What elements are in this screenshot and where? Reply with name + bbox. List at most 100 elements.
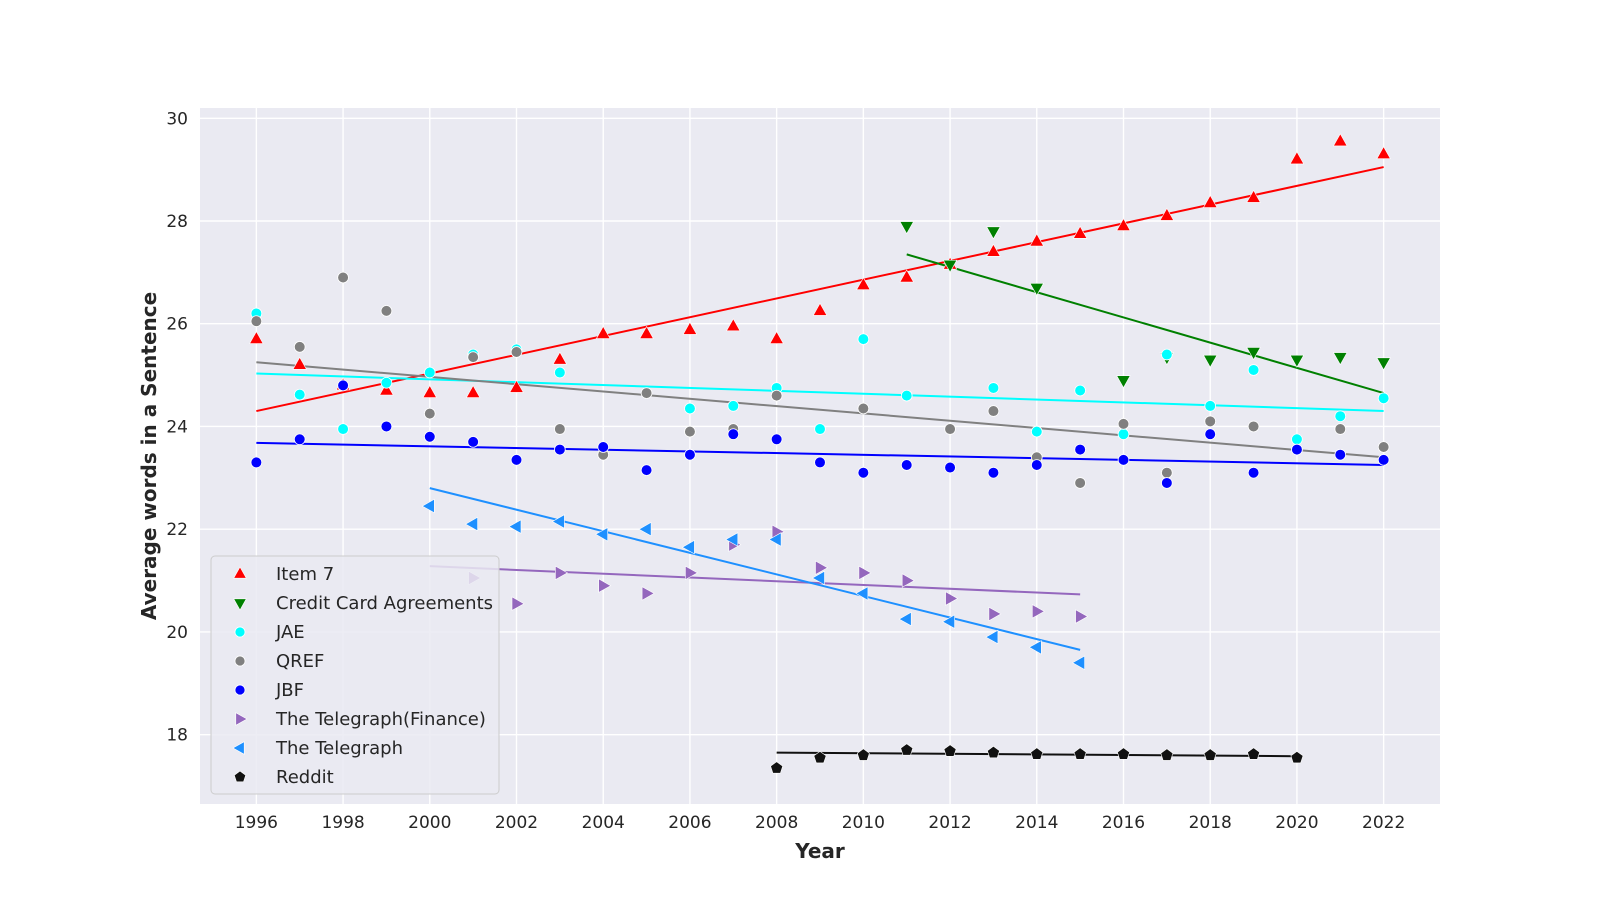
data-point [898, 611, 912, 627]
x-tick-label: 2004 [582, 813, 625, 833]
legend: Item 7 Credit Card Agreements JAE QREF JBF Th… [210, 555, 500, 795]
trend-line [906, 253, 1384, 395]
data-point [768, 532, 782, 547]
data-point [640, 387, 653, 399]
data-point [1029, 282, 1045, 296]
data-point [899, 269, 915, 283]
data-point [814, 456, 826, 469]
data-point [941, 614, 955, 629]
data-point [595, 527, 609, 542]
data-point [899, 221, 915, 235]
data-point [250, 315, 263, 327]
x-tick-label: 2012 [928, 813, 971, 833]
data-point [597, 441, 610, 453]
data-point [811, 570, 825, 586]
data-point [1116, 217, 1131, 231]
data-point [769, 330, 784, 344]
data-points [249, 133, 1391, 774]
data-point [1376, 357, 1391, 371]
data-point [857, 466, 870, 479]
data-point [682, 321, 698, 335]
x-tick-label: 2010 [842, 813, 885, 833]
data-point [684, 402, 696, 415]
data-point [1376, 146, 1391, 159]
data-point [1202, 354, 1218, 368]
legend-label: The Telegraph [275, 738, 403, 759]
trend-line [256, 372, 1384, 413]
data-point [293, 341, 306, 353]
data-point [1160, 748, 1174, 761]
legend-marker [233, 598, 247, 611]
data-point [337, 379, 349, 392]
data-point [1247, 466, 1260, 479]
data-point [464, 516, 478, 532]
trend-line [429, 487, 1081, 651]
data-point [945, 591, 959, 606]
data-point [855, 586, 869, 601]
data-point [1073, 747, 1087, 760]
data-point [900, 389, 913, 402]
data-point [555, 565, 569, 581]
data-point [1071, 655, 1085, 671]
data-point [727, 428, 740, 440]
legend-label: JBF [275, 680, 304, 701]
legend-marker [235, 712, 248, 726]
x-tick-label: 2020 [1275, 813, 1318, 833]
data-point [856, 277, 871, 291]
data-point [1247, 747, 1260, 760]
x-tick-label: 2000 [408, 813, 451, 833]
data-point [944, 461, 956, 474]
data-point [1030, 425, 1043, 438]
legend-label: QREF [276, 651, 324, 672]
y-tick-label: 22 [166, 520, 188, 540]
data-point [986, 243, 1001, 257]
data-point [1377, 441, 1390, 453]
data-point [1334, 423, 1347, 435]
data-point [467, 436, 479, 448]
data-point [292, 356, 308, 370]
data-point [421, 498, 435, 514]
data-point [813, 751, 827, 764]
trend-line [256, 361, 1384, 459]
y-tick-labels: 18 20 22 24 26 28 30 [166, 109, 188, 745]
data-point [1246, 347, 1261, 361]
data-point [812, 302, 828, 316]
data-point [467, 351, 479, 363]
legend-box [210, 555, 500, 795]
data-point [685, 565, 699, 581]
data-point [1117, 418, 1130, 430]
data-point [598, 578, 612, 593]
data-point [1074, 477, 1086, 489]
data-point [942, 259, 958, 273]
data-point [465, 384, 481, 398]
data-point [639, 325, 654, 339]
data-point [641, 586, 655, 601]
data-point [1291, 433, 1303, 446]
legend-marker [233, 566, 247, 579]
data-point [725, 318, 741, 332]
data-point [423, 407, 436, 420]
data-point [1290, 751, 1304, 764]
y-axis-title: Average words in a Sentence [137, 292, 161, 620]
data-point [380, 377, 393, 389]
data-point [986, 226, 1001, 240]
data-point [1204, 400, 1217, 412]
data-point [1161, 477, 1173, 489]
trend-line [256, 441, 1384, 466]
data-point [684, 425, 696, 438]
data-point [1159, 207, 1175, 221]
data-point [509, 379, 524, 393]
y-tick-label: 18 [166, 726, 188, 746]
data-point [1203, 748, 1217, 761]
trend-line [429, 565, 1081, 596]
data-point [1202, 194, 1218, 208]
data-point [856, 748, 870, 761]
x-tick-label: 2006 [668, 813, 711, 833]
data-point [858, 565, 872, 581]
data-point [900, 743, 914, 756]
data-point [510, 346, 523, 358]
data-point [725, 532, 739, 547]
legend-marker [234, 655, 246, 667]
data-point [1334, 448, 1347, 461]
data-point [1377, 454, 1390, 466]
